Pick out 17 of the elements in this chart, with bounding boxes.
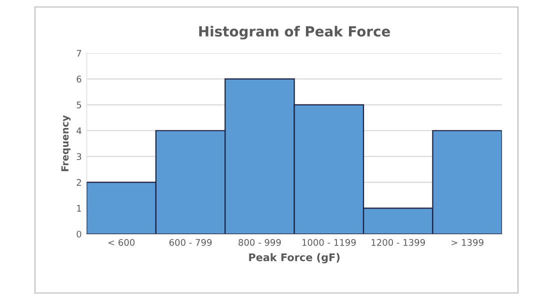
y-tick-label: 3 <box>76 153 82 160</box>
chart-title: Histogram of Peak Force <box>199 26 390 40</box>
y-tick-label: 0 <box>76 230 82 238</box>
x-tick-label: 600 - 799 <box>169 239 212 246</box>
x-tick-label: < 600 <box>108 239 135 246</box>
x-tick-label: 1200 - 1399 <box>372 239 425 246</box>
y-tick-label: 1 <box>77 205 82 212</box>
y-axis-title: Frequency <box>61 115 71 172</box>
x-tick-label: > 1399 <box>452 239 484 246</box>
y-tick-label: 4 <box>76 127 82 134</box>
x-tick-label: 800 - 999 <box>238 239 281 246</box>
x-tick-label: 1000 - 1199 <box>302 239 356 246</box>
y-tick-label: 2 <box>76 179 81 186</box>
x-axis-title: Peak Force (gF) <box>249 253 340 264</box>
y-tick-label: 5 <box>76 102 82 108</box>
y-tick-label: 7 <box>76 50 82 57</box>
y-tick-label: 6 <box>76 76 82 82</box>
